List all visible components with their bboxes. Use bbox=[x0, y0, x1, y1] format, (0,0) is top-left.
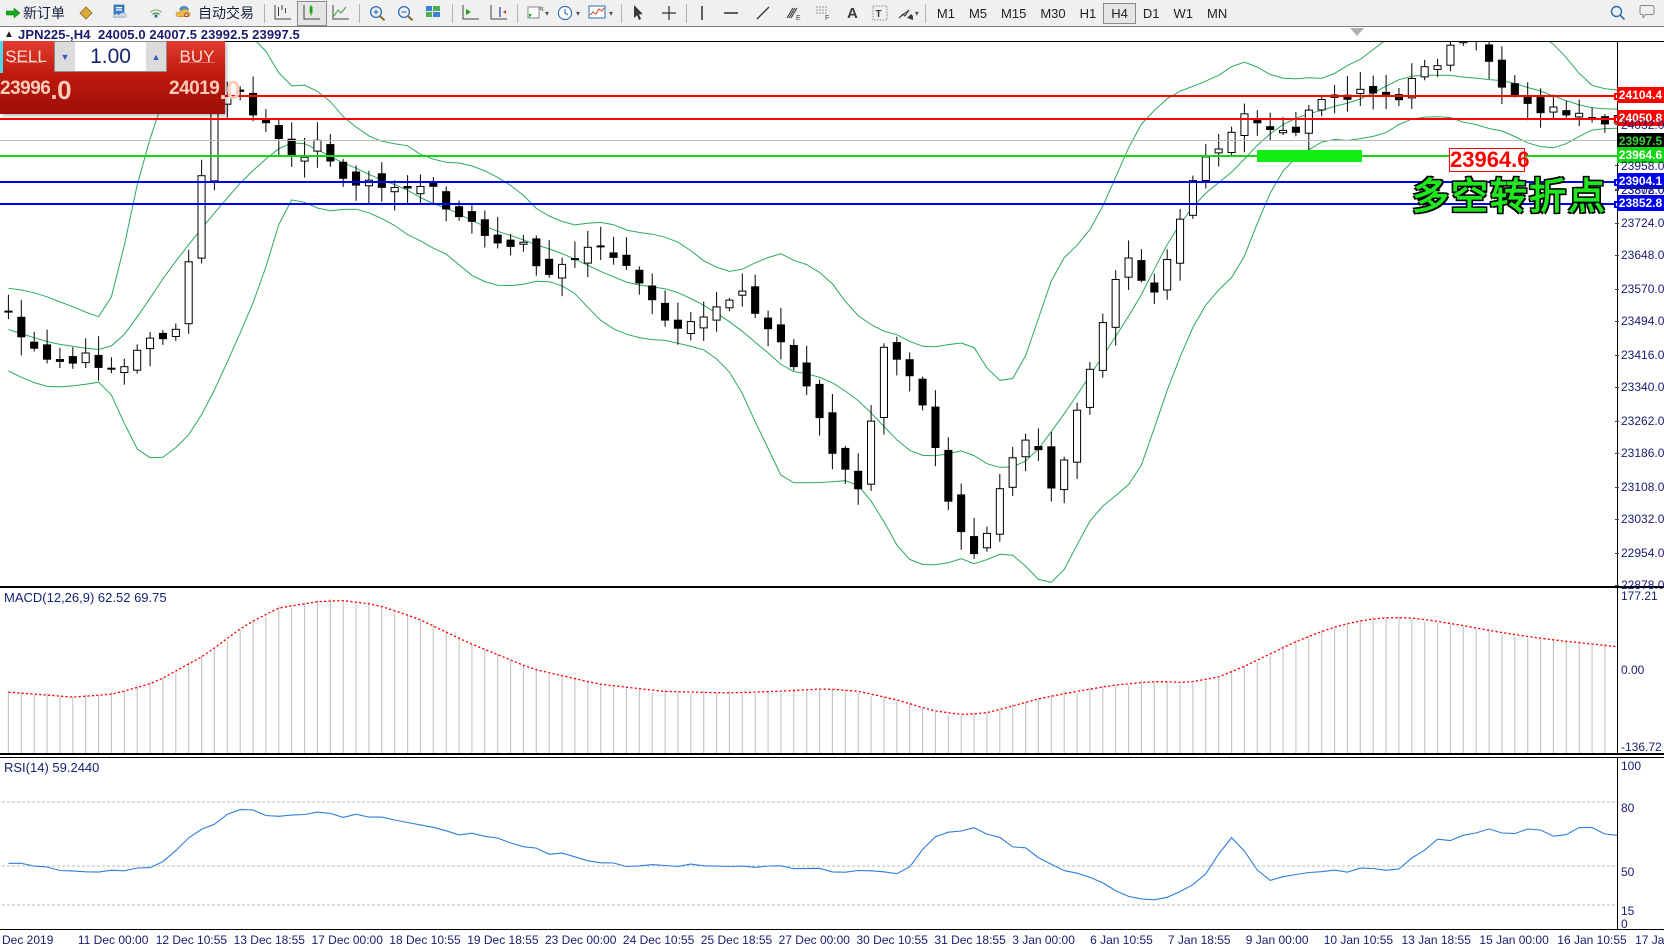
svg-text:F: F bbox=[825, 15, 829, 21]
svg-text:T: T bbox=[875, 9, 881, 20]
svg-text:E: E bbox=[796, 15, 801, 21]
